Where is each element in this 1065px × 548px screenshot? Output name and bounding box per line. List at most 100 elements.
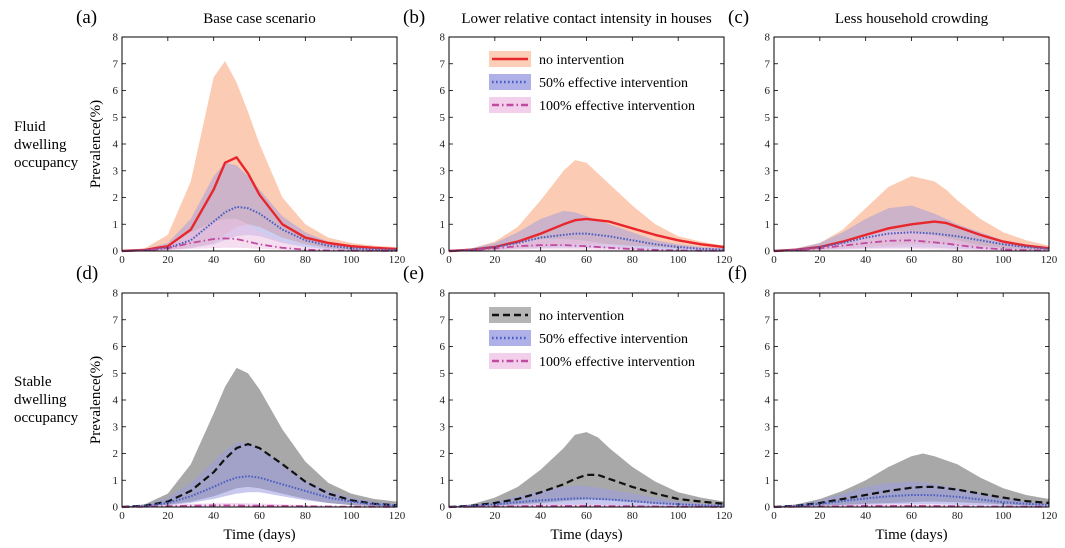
y-tick-label: 8 bbox=[440, 32, 446, 44]
y-tick-label: 0 bbox=[113, 246, 119, 258]
x-tick-label: 120 bbox=[389, 254, 406, 266]
no-intervention-line bbox=[121, 156, 398, 253]
x-tick-label: 120 bbox=[389, 510, 406, 522]
row-label-line: dwelling bbox=[14, 137, 67, 153]
row-label-line: dwelling bbox=[14, 392, 67, 408]
x-tick-label: 60 bbox=[581, 254, 593, 266]
y-tick-label: 7 bbox=[113, 314, 119, 326]
y-tick-label: 1 bbox=[440, 219, 446, 231]
y-tick-label: 5 bbox=[765, 112, 771, 124]
y-tick-label: 6 bbox=[113, 85, 119, 97]
x-tick-label: 120 bbox=[1041, 510, 1058, 522]
y-tick-label: 5 bbox=[440, 112, 446, 124]
y-tick-label: 3 bbox=[440, 165, 446, 177]
half-intervention-line bbox=[773, 231, 1050, 252]
panel-title: Lower relative contact intensity in hous… bbox=[461, 11, 712, 27]
y-tick-label: 8 bbox=[113, 288, 119, 300]
legend-fluid: no intervention 50% effective interventio… bbox=[489, 51, 695, 114]
no-intervention-band bbox=[449, 432, 724, 507]
y-tick-label: 0 bbox=[440, 246, 446, 258]
y-tick-label: 6 bbox=[765, 85, 771, 97]
full-intervention-line bbox=[448, 244, 724, 252]
y-tick-label: 8 bbox=[765, 288, 771, 300]
y-tick-label: 8 bbox=[440, 288, 446, 300]
panel-letter: (a) bbox=[76, 7, 97, 28]
y-tick-label: 7 bbox=[440, 58, 446, 70]
y-tick-label: 4 bbox=[765, 139, 771, 151]
no-intervention-band bbox=[122, 367, 397, 507]
x-tick-label: 40 bbox=[860, 510, 872, 522]
x-tick-label: 100 bbox=[343, 510, 360, 522]
y-tick-label: 5 bbox=[440, 368, 446, 380]
legend-swatch-band bbox=[489, 74, 531, 90]
y-tick-label: 2 bbox=[440, 448, 446, 460]
x-tick-label: 0 bbox=[446, 254, 452, 266]
y-tick-label: 1 bbox=[765, 219, 771, 231]
y-tick-label: 2 bbox=[440, 192, 446, 204]
panel-letter: (d) bbox=[76, 263, 98, 284]
row-label-line: occupancy bbox=[14, 155, 79, 171]
panel-title: Base case scenario bbox=[203, 11, 315, 27]
x-tick-label: 20 bbox=[162, 254, 174, 266]
x-tick-label: 80 bbox=[952, 510, 964, 522]
x-tick-label: 120 bbox=[716, 254, 733, 266]
x-tick-label: 0 bbox=[119, 510, 125, 522]
x-tick-label: 60 bbox=[581, 510, 593, 522]
x-tick-label: 40 bbox=[535, 254, 547, 266]
full-intervention-line bbox=[773, 239, 1050, 252]
y-tick-label: 6 bbox=[440, 85, 446, 97]
legend-stable: no intervention 50% effective interventio… bbox=[489, 307, 695, 370]
y-tick-label: 6 bbox=[113, 341, 119, 353]
panel-b: 0 20 40 60 80 100 120 0 1 2 3 4 5 6 7 8 (b) Lower relativ… bbox=[403, 7, 733, 266]
row-label-line: Fluid bbox=[14, 119, 46, 135]
half-intervention-line bbox=[121, 205, 398, 252]
row-label-fluid: Fluid dwelling occupancy bbox=[14, 119, 79, 171]
x-tick-label: 40 bbox=[208, 510, 220, 522]
y-tick-label: 4 bbox=[113, 395, 119, 407]
y-axis-label: Prevalence(%) bbox=[88, 100, 104, 188]
y-tick-label: 1 bbox=[765, 475, 771, 487]
y-tick-label: 4 bbox=[113, 139, 119, 151]
panel-c: 0 20 40 60 80 100 120 0 1 2 3 4 5 6 7 8 (c) Less househol… bbox=[728, 7, 1058, 266]
legend-label: 100% effective intervention bbox=[539, 355, 695, 370]
x-tick-label: 40 bbox=[208, 254, 220, 266]
y-tick-label: 1 bbox=[113, 475, 119, 487]
panel-letter: (c) bbox=[728, 7, 749, 28]
x-tick-label: 100 bbox=[995, 510, 1012, 522]
y-tick-label: 3 bbox=[113, 421, 119, 433]
no-intervention-line bbox=[448, 217, 725, 253]
row-label-line: Stable bbox=[14, 374, 52, 390]
x-tick-label: 60 bbox=[906, 510, 918, 522]
panel-f: 0 20 40 60 80 100 120 0 1 2 3 4 5 6 7 8 (f) Time (days) bbox=[728, 263, 1058, 543]
x-tick-label: 80 bbox=[952, 254, 964, 266]
y-tick-label: 7 bbox=[765, 58, 771, 70]
legend-label: 50% effective intervention bbox=[539, 76, 688, 91]
x-tick-label: 0 bbox=[119, 254, 125, 266]
y-tick-label: 4 bbox=[765, 395, 771, 407]
panel-letter: (b) bbox=[403, 7, 425, 28]
y-tick-label: 7 bbox=[113, 58, 119, 70]
no-intervention-line bbox=[773, 220, 1050, 253]
x-tick-label: 0 bbox=[771, 254, 777, 266]
y-tick-label: 3 bbox=[765, 165, 771, 177]
y-tick-label: 8 bbox=[765, 32, 771, 44]
panel-letter: (e) bbox=[403, 263, 424, 284]
x-tick-label: 120 bbox=[716, 510, 733, 522]
x-tick-label: 80 bbox=[627, 510, 639, 522]
no-intervention-line bbox=[773, 485, 1050, 509]
x-tick-label: 0 bbox=[771, 510, 777, 522]
x-tick-label: 80 bbox=[627, 254, 639, 266]
half-intervention-band bbox=[449, 485, 724, 507]
legend-label: 100% effective intervention bbox=[539, 99, 695, 114]
y-tick-label: 0 bbox=[765, 502, 771, 514]
half-intervention-line bbox=[448, 232, 725, 252]
y-tick-label: 0 bbox=[765, 246, 771, 258]
x-tick-label: 100 bbox=[995, 254, 1012, 266]
row-label-stable: Stable dwelling occupancy bbox=[14, 374, 79, 426]
y-tick-label: 2 bbox=[113, 192, 119, 204]
y-tick-label: 0 bbox=[113, 502, 119, 514]
y-tick-label: 0 bbox=[440, 502, 446, 514]
x-tick-label: 40 bbox=[535, 510, 547, 522]
x-tick-label: 20 bbox=[162, 510, 174, 522]
full-intervention-line bbox=[773, 504, 1049, 508]
